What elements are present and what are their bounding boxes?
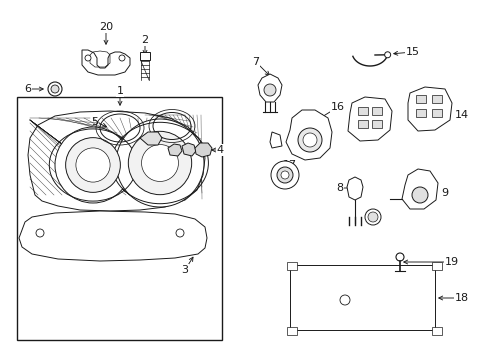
Text: 13: 13 bbox=[350, 110, 364, 120]
Circle shape bbox=[303, 133, 316, 147]
Text: 10: 10 bbox=[126, 133, 140, 143]
Text: 12: 12 bbox=[178, 152, 192, 162]
Polygon shape bbox=[346, 177, 362, 200]
Circle shape bbox=[119, 55, 125, 61]
Circle shape bbox=[364, 209, 380, 225]
Circle shape bbox=[36, 229, 44, 237]
Circle shape bbox=[176, 229, 183, 237]
Text: 19: 19 bbox=[444, 257, 458, 267]
Circle shape bbox=[276, 167, 292, 183]
Polygon shape bbox=[285, 110, 331, 160]
Bar bbox=[431, 327, 441, 335]
Text: 7: 7 bbox=[252, 57, 259, 67]
Polygon shape bbox=[82, 50, 130, 75]
Text: 16: 16 bbox=[330, 102, 345, 112]
Text: 2: 2 bbox=[141, 35, 148, 45]
Polygon shape bbox=[258, 74, 282, 102]
Bar bbox=[357, 107, 367, 115]
Circle shape bbox=[55, 127, 131, 203]
Bar bbox=[415, 95, 425, 103]
Text: 11: 11 bbox=[155, 152, 169, 162]
Bar bbox=[286, 262, 296, 270]
Polygon shape bbox=[182, 143, 196, 156]
Polygon shape bbox=[19, 211, 206, 261]
Circle shape bbox=[128, 131, 191, 195]
Bar bbox=[415, 109, 425, 117]
Text: 14: 14 bbox=[454, 110, 468, 120]
Circle shape bbox=[411, 187, 427, 203]
Circle shape bbox=[85, 55, 91, 61]
Circle shape bbox=[339, 295, 349, 305]
Text: 17: 17 bbox=[283, 160, 296, 170]
Bar bbox=[431, 109, 441, 117]
Polygon shape bbox=[407, 87, 451, 131]
Circle shape bbox=[297, 128, 321, 152]
Circle shape bbox=[65, 138, 120, 192]
Circle shape bbox=[141, 144, 178, 181]
Polygon shape bbox=[28, 111, 204, 211]
Bar bbox=[431, 95, 441, 103]
Bar bbox=[17, 97, 222, 340]
Bar bbox=[286, 327, 296, 335]
Bar bbox=[371, 120, 381, 128]
Text: 3: 3 bbox=[181, 265, 188, 275]
Polygon shape bbox=[269, 132, 282, 148]
Text: 20: 20 bbox=[99, 22, 113, 32]
Circle shape bbox=[48, 82, 62, 96]
Bar bbox=[357, 120, 367, 128]
Text: 15: 15 bbox=[405, 47, 419, 57]
Circle shape bbox=[116, 119, 203, 207]
Text: 1: 1 bbox=[116, 86, 123, 96]
Circle shape bbox=[384, 52, 390, 58]
Polygon shape bbox=[168, 144, 182, 156]
Text: 4: 4 bbox=[216, 145, 223, 155]
Text: 8: 8 bbox=[336, 183, 343, 193]
Bar bbox=[431, 262, 441, 270]
Circle shape bbox=[281, 171, 288, 179]
Text: 9: 9 bbox=[441, 188, 447, 198]
Text: 18: 18 bbox=[454, 293, 468, 303]
Circle shape bbox=[51, 85, 59, 93]
Circle shape bbox=[76, 148, 110, 182]
Polygon shape bbox=[140, 132, 162, 145]
Circle shape bbox=[264, 84, 275, 96]
Circle shape bbox=[270, 161, 298, 189]
Bar bbox=[371, 107, 381, 115]
Bar bbox=[140, 52, 150, 60]
Text: 6: 6 bbox=[24, 84, 31, 94]
Polygon shape bbox=[347, 97, 391, 141]
Circle shape bbox=[395, 253, 403, 261]
Bar bbox=[289, 265, 434, 330]
Polygon shape bbox=[195, 143, 212, 157]
Polygon shape bbox=[401, 169, 437, 209]
Circle shape bbox=[367, 212, 377, 222]
Text: 5: 5 bbox=[91, 117, 98, 127]
